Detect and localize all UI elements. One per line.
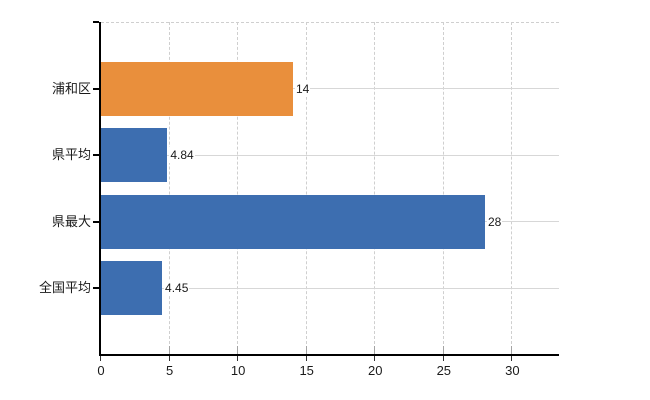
gridline-vertical xyxy=(442,22,444,354)
category-label: 浦和区 xyxy=(51,80,91,96)
x-axis-inner-tick xyxy=(442,346,444,354)
gridline-horizontal xyxy=(101,287,559,289)
x-axis-inner-tick xyxy=(168,346,170,354)
gridline-vertical xyxy=(237,22,239,354)
x-tick-label: 0 xyxy=(97,363,105,378)
y-axis-tick xyxy=(93,287,99,290)
x-axis-tick xyxy=(442,356,444,361)
gridline-vertical xyxy=(168,22,170,354)
category-label: 県最大 xyxy=(51,213,91,229)
bar xyxy=(101,261,163,316)
x-tick-label: 20 xyxy=(368,363,383,378)
y-axis-tick xyxy=(93,154,99,157)
x-axis-tick xyxy=(237,356,239,361)
category-label: 県平均 xyxy=(51,147,91,163)
x-axis-tick xyxy=(511,356,513,361)
x-tick-label: 15 xyxy=(299,363,314,378)
value-label: 4.84 xyxy=(169,147,195,164)
gridline-vertical xyxy=(511,22,513,354)
y-axis-end-tick xyxy=(93,21,99,23)
x-axis-inner-tick xyxy=(511,346,513,354)
gridline-horizontal xyxy=(101,154,559,156)
category-label: 全国平均 xyxy=(38,280,91,296)
gridline-vertical xyxy=(305,22,307,354)
value-label: 14 xyxy=(294,80,311,97)
gridline-horizontal xyxy=(101,88,559,90)
x-axis-tick xyxy=(168,356,170,361)
x-axis-tick xyxy=(100,356,101,361)
x-axis-inner-tick xyxy=(305,346,307,354)
bar xyxy=(101,194,485,249)
value-label: 4.45 xyxy=(164,280,190,297)
x-axis-tick xyxy=(305,356,307,361)
x-tick-label: 10 xyxy=(230,363,246,378)
x-axis-inner-tick xyxy=(374,346,376,354)
x-axis-line xyxy=(99,354,559,356)
value-label: 28 xyxy=(486,213,503,230)
x-axis-inner-tick xyxy=(237,346,239,354)
x-tick-label: 5 xyxy=(165,363,174,378)
x-tick-label: 30 xyxy=(505,363,520,378)
x-tick-label: 25 xyxy=(436,363,452,378)
x-axis-tick xyxy=(374,356,376,361)
y-axis-line xyxy=(99,22,101,355)
y-axis-tick xyxy=(93,87,99,90)
bar xyxy=(101,61,293,116)
gridline-vertical xyxy=(374,22,376,354)
bar xyxy=(101,128,168,183)
plot-top-border xyxy=(101,22,559,23)
y-axis-tick xyxy=(93,220,99,223)
